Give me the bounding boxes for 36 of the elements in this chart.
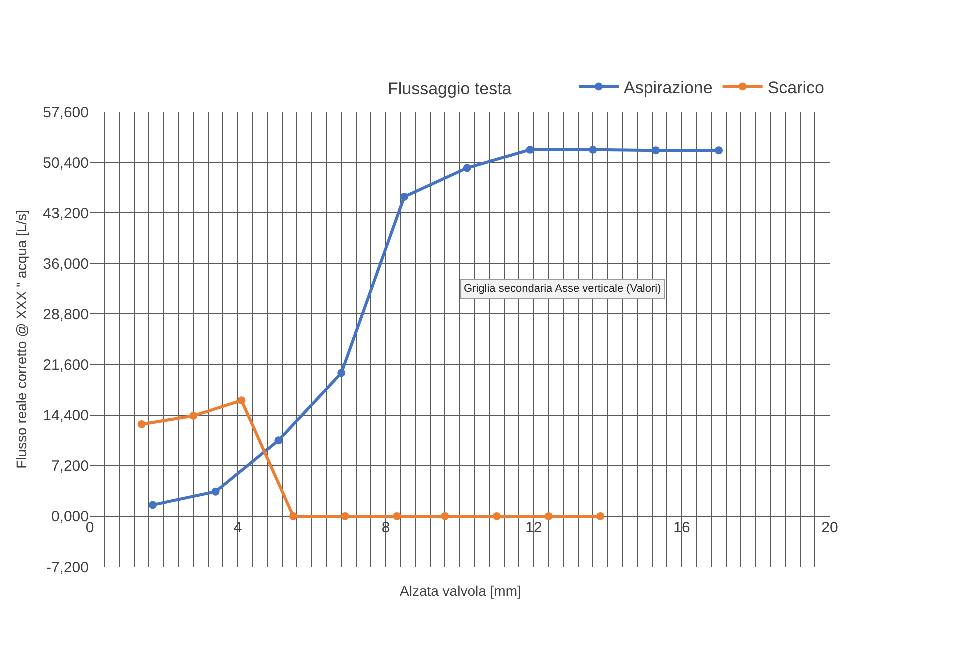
- chart-title: Flussaggio testa: [388, 80, 512, 99]
- y-tick-label: 28,800: [43, 306, 89, 324]
- x-tick-label: 20: [822, 519, 838, 536]
- legend-label: Scarico: [768, 78, 825, 98]
- y-tick-label: 50,400: [43, 154, 89, 172]
- y-axis-title: Flusso reale corretto @ XXX " acqua [L/s]: [14, 210, 30, 469]
- point: [652, 146, 660, 155]
- point: [715, 146, 723, 155]
- y-tick-label: 7,200: [51, 458, 89, 476]
- point: [589, 146, 598, 154]
- legend-label: Aspirazione: [624, 78, 713, 98]
- y-tick-label: 21,600: [43, 357, 89, 374]
- point: [393, 512, 402, 520]
- point: [338, 369, 346, 378]
- y-tick-label: 14,400: [43, 408, 89, 425]
- point: [544, 512, 553, 520]
- point: [274, 436, 283, 445]
- point: [463, 164, 472, 172]
- annotation: Griglia secondaria Asse verticale (Valori): [464, 283, 662, 295]
- point: [400, 192, 408, 201]
- point: [526, 146, 534, 154]
- point: [493, 512, 501, 520]
- point: [290, 512, 298, 520]
- point: [148, 501, 157, 510]
- point: [341, 512, 350, 520]
- y-tick-label: 57,600: [43, 104, 89, 122]
- y-tick-label: 36,000: [43, 256, 89, 273]
- y-tick-label: 43,200: [43, 205, 89, 222]
- point: [190, 412, 198, 420]
- point: [441, 512, 450, 520]
- point: [596, 512, 605, 520]
- point: [138, 420, 146, 428]
- x-axis-title: Alzata valvola [mm]: [400, 583, 522, 599]
- point: [212, 488, 220, 496]
- point: [238, 396, 246, 405]
- y-tick-label: -7,200: [46, 559, 89, 576]
